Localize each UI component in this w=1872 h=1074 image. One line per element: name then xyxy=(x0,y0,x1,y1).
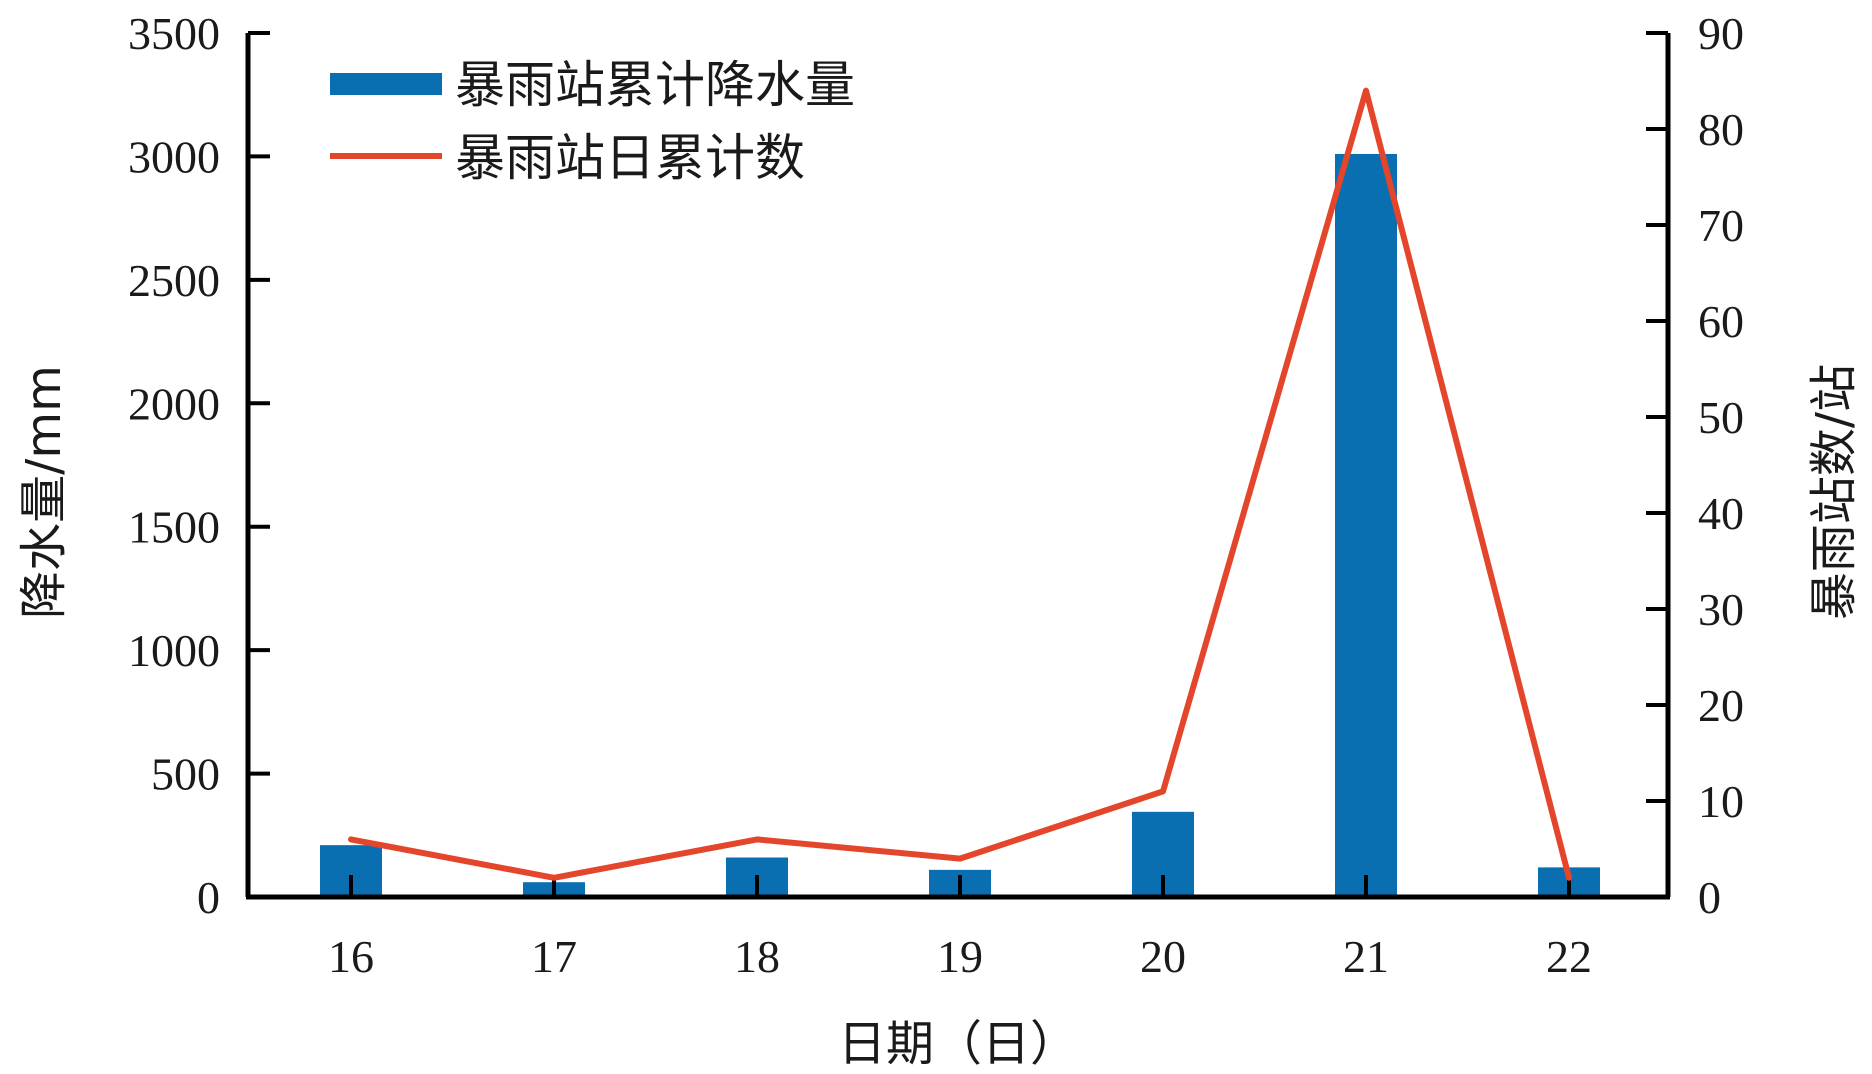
right-y-tick-label-20: 20 xyxy=(1698,680,1744,731)
axes xyxy=(245,33,1671,900)
x-tick-label-22: 22 xyxy=(1546,931,1592,982)
legend-line-label: 暴雨站日累计数 xyxy=(455,129,805,187)
x-tick-labels: 16 17 18 19 20 21 22 xyxy=(328,931,1592,982)
x-tick-label-21: 21 xyxy=(1343,931,1389,982)
left-y-tick-label-3000: 3000 xyxy=(128,131,220,182)
line-point-19 xyxy=(959,858,961,860)
line-point-16 xyxy=(350,838,352,840)
left-y-axis-title: 降水量/mm xyxy=(16,365,72,619)
bar-21 xyxy=(1335,153,1397,897)
line-point-18 xyxy=(756,838,758,840)
right-y-tick-label-80: 80 xyxy=(1698,104,1744,155)
line-point-17 xyxy=(553,877,555,879)
right-y-ticks: 0 10 20 30 40 50 60 70 80 90 xyxy=(1646,8,1744,923)
right-y-tick-label-40: 40 xyxy=(1698,488,1744,539)
line-point-21 xyxy=(1365,90,1367,92)
right-y-tick-label-10: 10 xyxy=(1698,776,1744,827)
right-y-tick-label-70: 70 xyxy=(1698,200,1744,251)
left-y-tick-label-3500: 3500 xyxy=(128,8,220,59)
left-y-tick-label-2500: 2500 xyxy=(128,255,220,306)
x-tick-label-17: 17 xyxy=(531,931,577,982)
right-y-tick-label-30: 30 xyxy=(1698,584,1744,635)
x-tick-label-16: 16 xyxy=(328,931,374,982)
legend-bar-label: 暴雨站累计降水量 xyxy=(455,56,855,114)
line-point-22 xyxy=(1568,877,1570,879)
x-tick-label-19: 19 xyxy=(937,931,983,982)
left-y-tick-label-2000: 2000 xyxy=(128,378,220,429)
right-y-tick-label-90: 90 xyxy=(1698,8,1744,59)
right-y-axis-title: 暴雨站数/站 xyxy=(1806,364,1862,620)
line-series xyxy=(348,87,1572,881)
legend: 暴雨站累计降水量 暴雨站日累计数 xyxy=(330,56,855,187)
x-tick-label-18: 18 xyxy=(734,931,780,982)
left-y-tick-label-0: 0 xyxy=(197,872,220,923)
right-y-tick-label-0: 0 xyxy=(1698,872,1721,923)
left-y-ticks: 0 500 1000 1500 2000 2500 3000 3500 xyxy=(128,8,270,923)
right-y-tick-label-60: 60 xyxy=(1698,296,1744,347)
left-y-tick-label-1500: 1500 xyxy=(128,502,220,553)
legend-bar-swatch xyxy=(330,73,442,95)
left-y-tick-label-500: 500 xyxy=(151,749,220,800)
x-axis-title: 日期（日） xyxy=(838,1016,1078,1072)
line-point-20 xyxy=(1162,790,1164,792)
left-y-tick-label-1000: 1000 xyxy=(128,625,220,676)
x-tick-label-20: 20 xyxy=(1140,931,1186,982)
right-y-tick-label-50: 50 xyxy=(1698,392,1744,443)
